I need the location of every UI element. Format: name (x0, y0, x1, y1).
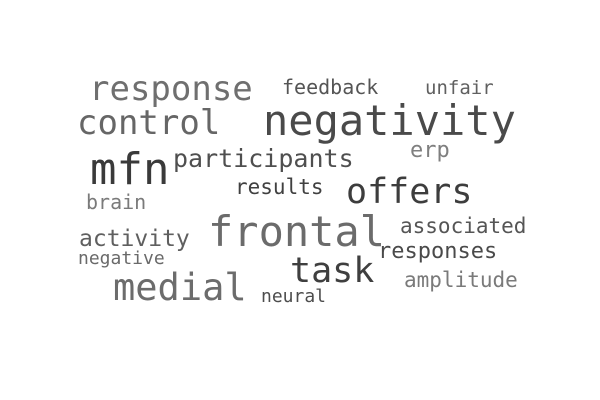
word-results: results (235, 175, 324, 199)
word-erp: erp (410, 138, 450, 163)
word-brain: brain (86, 190, 147, 214)
word-response: response (89, 69, 253, 109)
word-task: task (290, 251, 375, 291)
word-feedback: feedback (282, 75, 379, 99)
word-frontal: frontal (208, 207, 386, 256)
word-activity: activity (79, 226, 190, 252)
word-negative: negative (78, 248, 165, 269)
word-control: control (77, 103, 221, 143)
word-neural: neural (261, 286, 327, 307)
word-associated: associated (400, 214, 527, 238)
word-negativity: negativity (263, 96, 516, 145)
word-offers: offers (346, 172, 473, 212)
word-amplitude: amplitude (404, 268, 518, 292)
word-medial: medial (113, 266, 247, 309)
word-mfn: mfn (90, 144, 170, 195)
word-unfair: unfair (425, 77, 494, 99)
word-participants: participants (173, 144, 354, 173)
word-responses: responses (378, 239, 498, 264)
